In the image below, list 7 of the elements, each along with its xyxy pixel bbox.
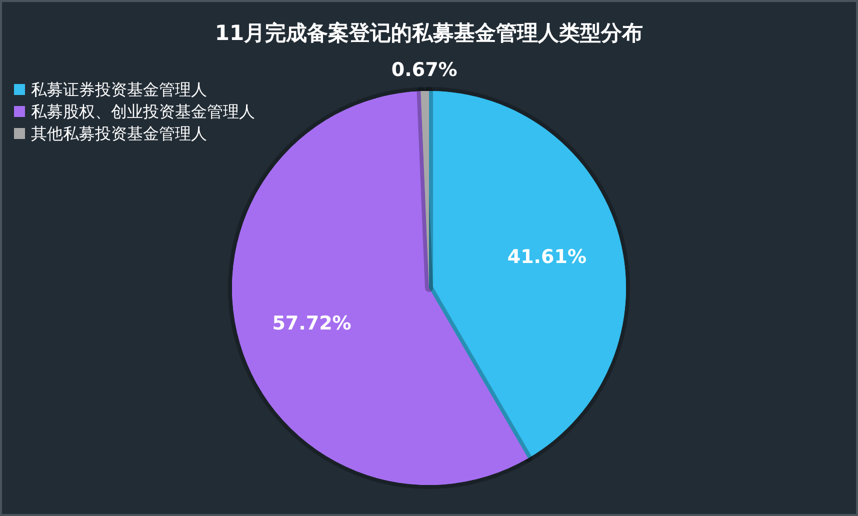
legend-label: 其他私募投资基金管理人 — [31, 124, 207, 143]
data-label: 41.61% — [507, 246, 586, 268]
data-label: 57.72% — [272, 312, 352, 334]
chart-title: 11月完成备案登记的私募基金管理人类型分布 — [214, 21, 644, 45]
legend-label: 私募股权、创业投资基金管理人 — [31, 102, 255, 121]
data-label: 0.67% — [391, 59, 458, 82]
legend-label: 私募证券投资基金管理人 — [31, 80, 207, 99]
